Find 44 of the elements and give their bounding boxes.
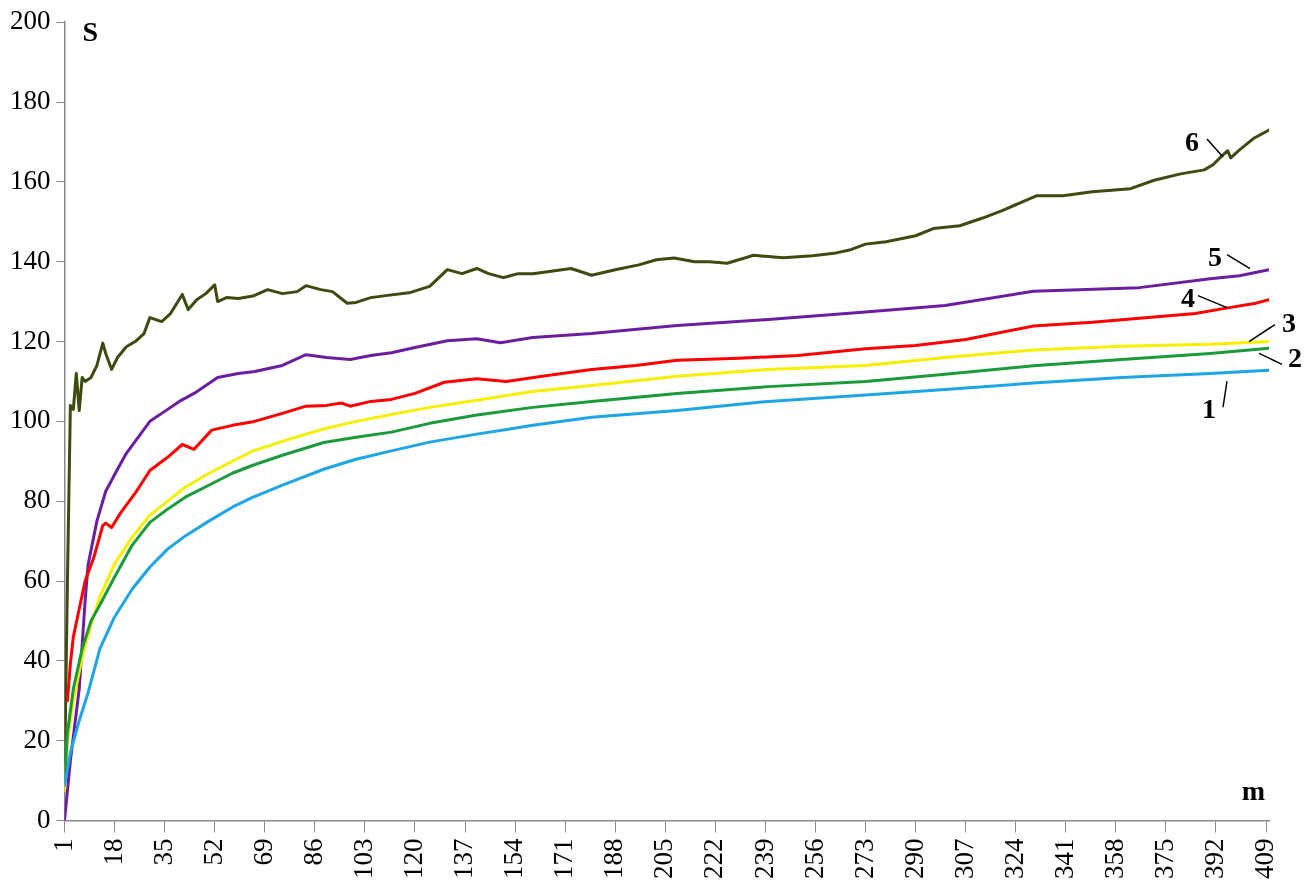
x-tick-label: 256 xyxy=(798,838,829,879)
x-tick-label: 239 xyxy=(748,838,779,879)
x-tick-label: 375 xyxy=(1149,838,1180,879)
x-tick-label: 52 xyxy=(197,838,228,866)
x-tick-label: 222 xyxy=(698,838,729,879)
y-tick-label: 20 xyxy=(23,723,51,754)
x-tick-label: 69 xyxy=(247,838,278,866)
y-axis-title: S xyxy=(82,16,99,48)
y-tick-label: 120 xyxy=(10,324,51,355)
series-label: 6 xyxy=(1185,126,1199,158)
x-tick-label: 205 xyxy=(648,838,679,879)
x-tick-label: 307 xyxy=(948,838,979,879)
y-tick-label: 160 xyxy=(10,164,51,195)
x-tick-label: 341 xyxy=(1048,838,1079,879)
x-tick-label: 290 xyxy=(898,838,929,879)
series-label: 2 xyxy=(1288,341,1302,373)
x-tick-label: 120 xyxy=(398,838,429,879)
y-tick-label: 140 xyxy=(10,244,51,275)
x-tick-label: 154 xyxy=(498,838,529,879)
series-label: 4 xyxy=(1181,281,1195,313)
y-tick-label: 60 xyxy=(23,564,51,595)
x-tick-label: 18 xyxy=(97,838,128,866)
y-tick-label: 180 xyxy=(10,85,51,116)
y-tick-label: 200 xyxy=(10,5,51,36)
y-tick-label: 40 xyxy=(23,643,51,674)
x-tick-label: 358 xyxy=(1098,838,1129,879)
x-tick-label: 409 xyxy=(1249,838,1280,879)
series-label: 5 xyxy=(1208,240,1222,272)
x-axis-title: m xyxy=(1241,774,1265,806)
x-tick-label: 103 xyxy=(347,838,378,879)
x-tick-label: 188 xyxy=(598,838,629,879)
x-tick-label: 137 xyxy=(448,838,479,879)
y-tick-label: 80 xyxy=(23,484,51,515)
x-tick-label: 273 xyxy=(848,838,879,879)
y-tick-label: 100 xyxy=(10,404,51,435)
x-tick-label: 392 xyxy=(1199,838,1230,879)
series-label: 3 xyxy=(1282,306,1296,338)
series-label: 1 xyxy=(1202,393,1216,425)
x-tick-label: 86 xyxy=(297,838,328,866)
x-tick-label: 324 xyxy=(998,838,1029,879)
x-tick-label: 35 xyxy=(147,838,178,866)
y-tick-label: 0 xyxy=(37,803,51,834)
x-tick-label: 1 xyxy=(47,838,78,852)
x-tick-label: 171 xyxy=(548,838,579,879)
